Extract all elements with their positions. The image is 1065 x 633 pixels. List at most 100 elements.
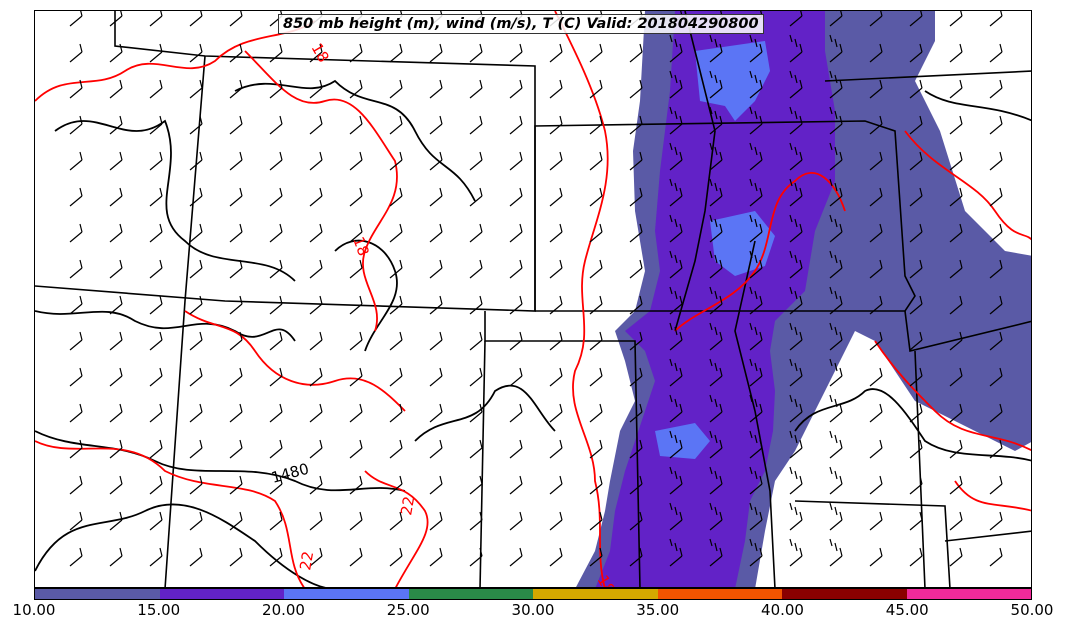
wind-barb: [629, 223, 643, 243]
height-contours: [35, 79, 1031, 587]
wind-barb: [829, 11, 843, 27]
colorbar-tick-label: 15.00: [137, 601, 181, 619]
wind-barb: [149, 187, 163, 207]
wind-barb: [869, 403, 883, 423]
wind-barb: [149, 115, 163, 135]
wind-barb: [389, 475, 403, 495]
wind-barb: [69, 115, 83, 135]
wind-barb: [909, 223, 923, 243]
wind-barb: [509, 295, 523, 315]
wind-barb: [109, 115, 123, 135]
wind-barb: [709, 178, 723, 207]
wind-barb: [549, 367, 563, 387]
wind-barb: [229, 11, 243, 27]
boundary-line: [35, 11, 536, 312]
wind-barb: [149, 79, 163, 99]
wind-barb: [749, 106, 763, 135]
boundary-line: [794, 500, 951, 587]
wind-barb: [949, 295, 963, 315]
wind-barb: [349, 79, 363, 99]
wind-barb: [789, 286, 803, 315]
wind-barb: [669, 430, 683, 459]
wind-barb: [989, 475, 1003, 495]
wind-barb: [69, 11, 83, 27]
map-canvas: 1480 18 22 22 18 18: [35, 11, 1031, 587]
wind-barb: [629, 79, 643, 99]
wind-barb: [109, 511, 123, 531]
wind-barb: [709, 538, 723, 567]
wind-barb: [829, 70, 843, 99]
wind-barb: [669, 142, 683, 171]
wind-barb: [749, 358, 763, 387]
wind-barb: [869, 331, 883, 351]
wind-barb: [589, 511, 603, 531]
colorbar-tick-label: 20.00: [262, 601, 305, 619]
wind-barb: [949, 223, 963, 243]
wind-barb: [429, 187, 443, 207]
wind-barb: [189, 43, 203, 63]
wind-barb: [709, 70, 723, 99]
wind-barb: [709, 106, 723, 135]
wind-barb: [949, 151, 963, 171]
wind-barb: [909, 151, 923, 171]
colorbar-tick-label: 25.00: [386, 601, 430, 619]
wind-barb: [749, 394, 763, 423]
wind-barb: [669, 538, 683, 567]
boundary-line: [914, 350, 926, 587]
height-contour-label: 1480: [269, 460, 311, 487]
wind-barb: [789, 250, 803, 279]
wind-barb: [389, 331, 403, 351]
wind-barb: [589, 223, 603, 243]
temperature-contour-label: 22: [397, 495, 418, 517]
boundary-line: [479, 340, 486, 587]
wind-barb: [469, 511, 483, 531]
wind-barb: [109, 295, 123, 315]
colorbar: [34, 588, 1032, 600]
wind-barb: [309, 259, 323, 279]
temperature-contour: [244, 50, 398, 332]
wind-barb: [149, 43, 163, 63]
wind-barb: [269, 475, 283, 495]
wind-barb: [429, 403, 443, 423]
wind-barb: [989, 223, 1003, 243]
wind-barb: [549, 295, 563, 315]
boundary-line: [904, 310, 1031, 352]
wind-barb: [389, 403, 403, 423]
wind-barb: [69, 547, 83, 567]
wind-band-15-20: [595, 11, 835, 587]
wind-barb: [509, 439, 523, 459]
wind-barb: [589, 475, 603, 495]
wind-barb: [229, 403, 243, 423]
height-contour: [234, 79, 476, 202]
wind-barb: [669, 322, 683, 351]
wind-barb: [789, 358, 803, 387]
height-contour: [794, 388, 1031, 462]
temperature-contour: [184, 310, 406, 412]
wind-barb: [309, 115, 323, 135]
temperature-contour: [35, 440, 305, 587]
wind-barb: [749, 250, 763, 279]
wind-barb: [229, 295, 243, 315]
wind-barb: [109, 11, 123, 27]
wind-barb: [709, 394, 723, 423]
wind-barb: [109, 223, 123, 243]
wind-barb: [509, 79, 523, 99]
boundary-line: [734, 240, 776, 587]
wind-barb: [869, 223, 883, 243]
wind-barb: [549, 223, 563, 243]
wind-barb: [589, 187, 603, 207]
wind-barb: [389, 259, 403, 279]
wind-barb: [829, 142, 843, 171]
wind-barb: [749, 502, 763, 531]
wind-barb: [109, 259, 123, 279]
wind-barb: [509, 475, 523, 495]
wind-barb: [789, 322, 803, 351]
wind-barb: [189, 511, 203, 531]
wind-barb: [389, 295, 403, 315]
wind-barb: [309, 511, 323, 531]
wind-barb: [469, 43, 483, 63]
wind-barb: [349, 403, 363, 423]
wind-barb: [749, 178, 763, 207]
wind-barb: [69, 367, 83, 387]
map-title: 850 mb height (m), wind (m/s), T (C) Val…: [278, 14, 764, 34]
